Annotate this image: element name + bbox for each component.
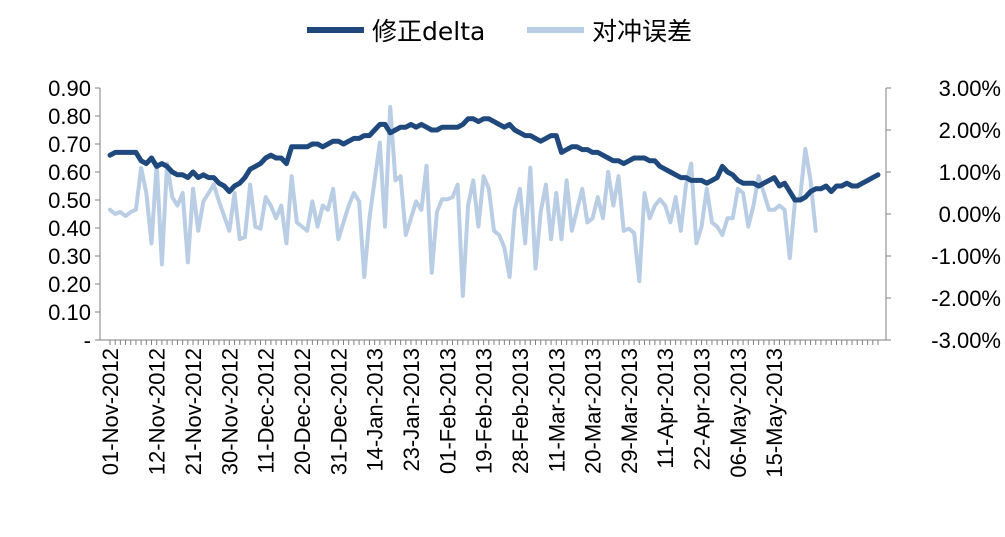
- left-y-tick-label: 0.40: [48, 216, 91, 241]
- left-y-tick-label: 0.20: [48, 272, 91, 297]
- right-y-tick-label: 3.00%: [939, 76, 1001, 101]
- x-tick-label: 31-Dec-2012: [326, 348, 351, 475]
- right-y-tick-label: -2.00%: [931, 286, 1001, 311]
- left-y-tick-label: 0.10: [48, 300, 91, 325]
- x-tick-label: 19-Feb-2013: [472, 348, 497, 474]
- x-tick-marks: [109, 340, 879, 345]
- right-y-tick-label: -1.00%: [931, 244, 1001, 269]
- x-tick-label: 11-Dec-2012: [254, 348, 279, 474]
- series-line-delta: [107, 116, 881, 203]
- left-y-tick-label: 0.90: [48, 76, 91, 101]
- right-y-tick-label: 2.00%: [939, 118, 1001, 143]
- left-y-tick-label: 0.30: [48, 244, 91, 269]
- right-y-tick-label: 0.00%: [939, 202, 1001, 227]
- left-y-tick-label: 0.50: [48, 188, 91, 213]
- left-y-tick-label: 0.80: [48, 104, 91, 129]
- x-tick-labels: 01-Nov-2012 12-Nov-2012 21-Nov-2012 30-Nov-…: [98, 348, 787, 478]
- left-y-tick-label: 0.60: [48, 160, 91, 185]
- right-y-tick-label: -3.00%: [931, 328, 1001, 353]
- legend-label-series-2: 对冲误差: [592, 17, 692, 46]
- x-tick-label: 06-May-2013: [726, 348, 751, 478]
- left-y-tick-label: -: [84, 328, 91, 353]
- x-tick-label: 21-Nov-2012: [181, 348, 206, 475]
- x-tick-label: 23-Jan-2013: [399, 348, 424, 472]
- x-tick-label: 11-Apr-2013: [653, 348, 678, 469]
- legend: 修正delta 对冲误差: [307, 17, 692, 46]
- x-tick-label: 20-Dec-2012: [290, 348, 315, 475]
- left-y-tick-labels: 0.90 0.80 0.70 0.60 0.50 0.40 0.30 0.20 0.10 -: [48, 76, 100, 353]
- x-tick-label: 11-Mar-2013: [544, 348, 569, 472]
- right-y-tick-labels: 3.00% 2.00% 1.00% 0.00% -1.00% -2.00% -3.00%: [886, 76, 1001, 353]
- x-tick-label: 30-Nov-2012: [217, 348, 242, 475]
- x-tick-label: 20-Mar-2013: [581, 348, 606, 474]
- x-tick-label: 01-Nov-2012: [98, 348, 123, 475]
- series-layer: [107, 104, 881, 298]
- right-y-tick-label: 1.00%: [939, 160, 1001, 185]
- x-tick-label: 28-Feb-2013: [508, 348, 533, 474]
- x-tick-label: 01-Feb-2013: [435, 348, 460, 474]
- left-y-tick-label: 0.70: [48, 132, 91, 157]
- x-tick-label: 12-Nov-2012: [145, 348, 170, 475]
- legend-label-series-1: 修正delta: [372, 17, 485, 46]
- series-line-hedge-error: [108, 104, 818, 298]
- x-tick-label: 22-Apr-2013: [690, 348, 715, 470]
- x-tick-label: 14-Jan-2013: [363, 348, 388, 472]
- x-tick-label: 29-Mar-2013: [617, 348, 642, 474]
- x-tick-label: 15-May-2013: [762, 348, 787, 478]
